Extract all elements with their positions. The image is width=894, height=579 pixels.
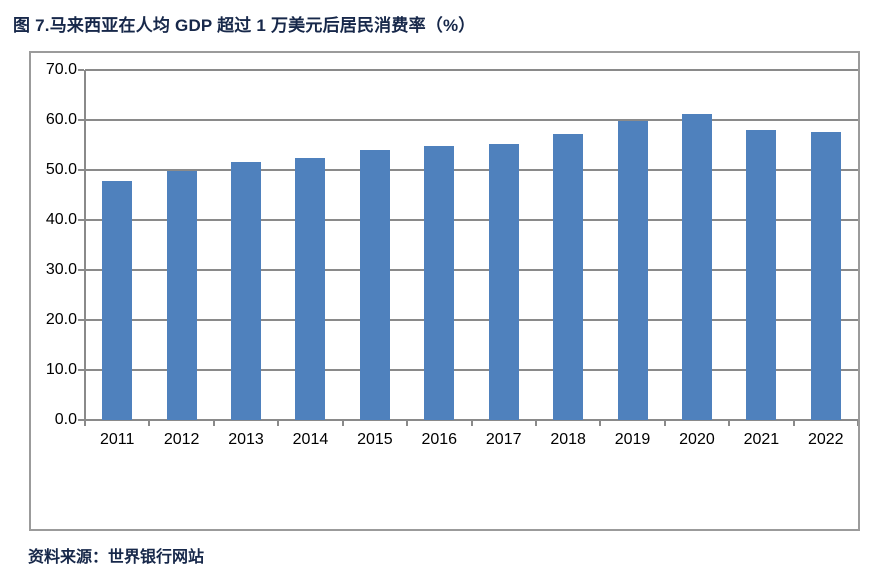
x-axis-label: 2022	[807, 431, 844, 448]
y-axis-label: 40.0	[45, 211, 77, 228]
x-axis-tick	[599, 420, 602, 426]
y-axis-tick	[78, 319, 84, 321]
x-axis-label: 2013	[228, 431, 264, 448]
x-axis-tick	[84, 420, 86, 426]
x-axis-label: 2019	[614, 431, 651, 448]
x-axis-tick	[728, 420, 731, 426]
bar-2013	[231, 162, 262, 420]
chart-area: 0.0 10.0 20.0 30.0 40.0 50.0 60.0 70.0 2011 2012 2…	[29, 51, 860, 531]
y-axis-label: 0.0	[54, 411, 77, 428]
y-axis-label: 20.0	[45, 311, 77, 328]
y-axis-tick	[78, 119, 84, 121]
y-axis-tick	[78, 219, 84, 221]
gridline	[85, 219, 858, 221]
y-axis-label: 50.0	[45, 161, 77, 178]
x-axis-tick	[663, 420, 666, 426]
x-axis-label: 2018	[550, 431, 586, 448]
y-axis-label: 70.0	[45, 61, 77, 78]
x-axis-label: 2016	[421, 431, 458, 448]
bar-2014	[295, 158, 326, 420]
gridline	[85, 369, 858, 371]
bar-2011	[102, 180, 133, 420]
x-axis-tick	[148, 420, 151, 426]
x-axis-tick	[212, 420, 215, 426]
y-axis-label: 60.0	[45, 111, 77, 128]
bar-2015	[359, 150, 390, 420]
bar-2012	[166, 170, 197, 420]
x-axis-tick	[277, 420, 280, 426]
y-axis-line	[84, 70, 86, 420]
y-axis-tick	[78, 169, 84, 171]
bar-2017	[488, 143, 519, 420]
bar-2016	[424, 146, 455, 420]
x-axis-label: 2021	[743, 431, 780, 448]
plot-area: 0.0 10.0 20.0 30.0 40.0 50.0 60.0 70.0 2011 2012 2…	[31, 53, 858, 529]
gridline	[85, 269, 858, 271]
x-axis-tick	[792, 420, 795, 426]
bar-2019	[617, 121, 648, 420]
gridline	[85, 319, 858, 321]
y-axis-tick	[78, 369, 84, 371]
bar-2020	[681, 113, 712, 420]
source-note: 资料来源：世界银行网站	[28, 549, 205, 566]
x-axis-tick	[470, 420, 473, 426]
y-axis-tick	[78, 269, 84, 271]
x-axis-label: 2017	[485, 431, 522, 448]
y-axis-label: 30.0	[45, 261, 77, 278]
bar-2018	[553, 133, 584, 420]
gridline	[85, 119, 858, 121]
y-axis-tick	[78, 69, 84, 71]
bar-2021	[746, 129, 777, 420]
x-axis-label: 2011	[100, 431, 135, 448]
x-axis-label: 2014	[292, 431, 329, 448]
x-axis-label: 2015	[357, 431, 393, 448]
gridline	[85, 69, 858, 71]
x-axis-tick	[534, 420, 537, 426]
y-axis-tick	[78, 419, 84, 421]
gridline	[85, 169, 858, 171]
bar-2022	[810, 132, 841, 420]
x-axis-label: 2012	[163, 431, 200, 448]
y-axis-label: 10.0	[45, 361, 77, 378]
x-axis-tick	[406, 420, 409, 426]
x-axis-tick	[857, 420, 858, 426]
figure-title: 图 7.马来西亚在人均 GDP 超过 1 万美元后居民消费率（%）	[13, 16, 476, 35]
x-axis-label: 2020	[679, 431, 715, 448]
x-axis-tick	[341, 420, 344, 426]
